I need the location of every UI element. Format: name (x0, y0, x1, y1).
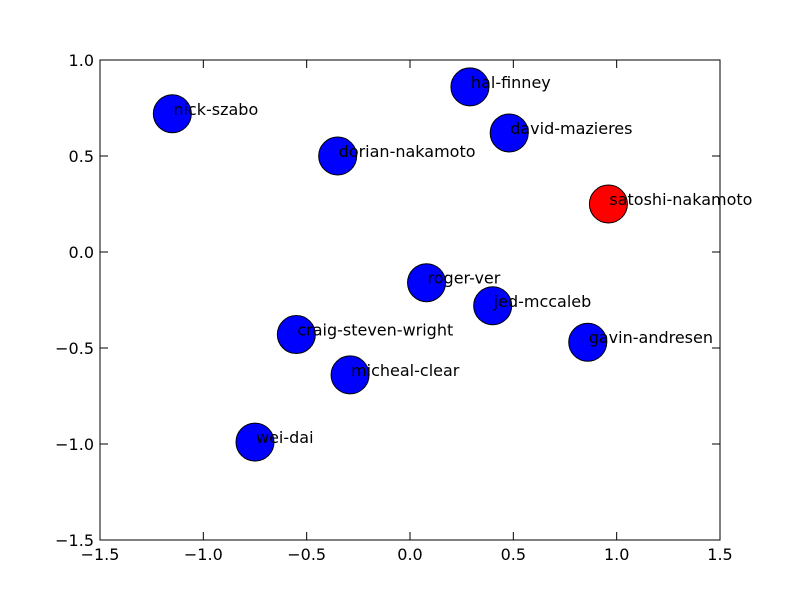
data-point-label: satoshi-nakamoto (609, 190, 752, 209)
data-point-label: wei-dai (256, 428, 314, 447)
data-point-marker (330, 355, 370, 395)
data-point-label: hal-finney (471, 73, 551, 92)
axis-ticks: −1.5 −1.0 −0.5 0.0 0.5 1.0 1.5 −1.5 −1.0 −0.5 0.0 0… (55, 51, 733, 564)
data-point-label: david-mazieres (510, 119, 632, 138)
data-point-marker (450, 67, 490, 107)
x-tick-label: 1.0 (604, 545, 629, 564)
data-point-marker (568, 322, 608, 362)
x-tick-label: 0.5 (501, 545, 526, 564)
x-tick-label: −1.5 (81, 545, 120, 564)
y-tick-label: 0.0 (69, 243, 94, 262)
data-point-marker (588, 184, 628, 224)
y-tick-label: −1.5 (55, 531, 94, 550)
data-point-label: jed-mccaleb (493, 292, 592, 311)
data-point-label: craig-steven-wright (297, 321, 453, 340)
data-point-marker (407, 263, 447, 303)
data-point-marker (473, 286, 513, 326)
y-tick-label: −0.5 (55, 339, 94, 358)
data-point-marker (318, 136, 358, 176)
data-point-marker (152, 94, 192, 134)
data-point-label: roger-ver (428, 269, 501, 288)
y-tick-label: 0.5 (69, 147, 94, 166)
data-point-marker (276, 315, 316, 355)
y-tick-label: 1.0 (69, 51, 94, 70)
x-tick-label: −1.0 (184, 545, 223, 564)
data-point-label: dorian-nakamoto (339, 142, 476, 161)
x-tick-label: 0.0 (397, 545, 422, 564)
x-tick-label: −0.5 (287, 545, 326, 564)
y-tick-label: −1.0 (55, 435, 94, 454)
x-tick-label: 1.5 (707, 545, 732, 564)
plot-frame (99, 59, 721, 541)
data-points: nick-szabo hal-finney david-mazieres dorian… (152, 67, 752, 462)
data-point-marker (235, 422, 275, 462)
data-point-label: micheal-clear (351, 361, 460, 380)
data-point-marker (489, 113, 529, 153)
data-point-label: gavin-andresen (589, 328, 713, 347)
data-point-label: nick-szabo (173, 100, 258, 119)
